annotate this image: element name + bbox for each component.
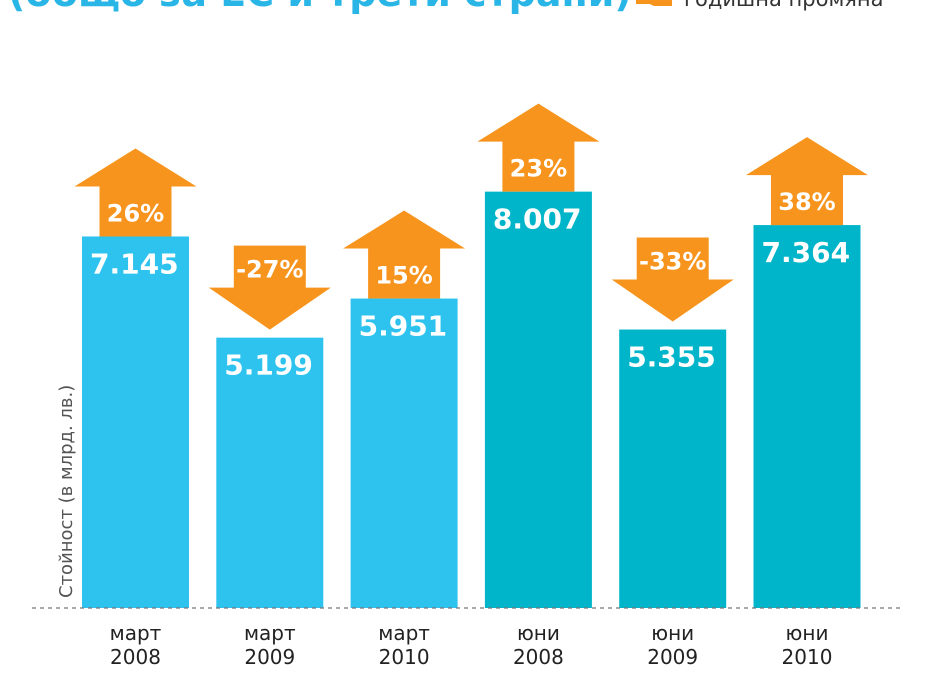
category-label-month-5: юни — [786, 621, 829, 645]
bar-3 — [484, 191, 592, 609]
value-label-3: 8.007 — [493, 203, 582, 236]
value-label-2: 5.951 — [359, 310, 448, 343]
change-label-0: 26% — [107, 199, 164, 227]
category-label-year-3: 2008 — [513, 645, 564, 669]
bar-2 — [350, 298, 458, 608]
bar-5 — [753, 225, 861, 608]
legend-label: годишна промяна — [684, 0, 884, 11]
category-label-year-4: 2009 — [647, 645, 698, 669]
category-label-month-3: юни — [517, 621, 560, 645]
category-label-year-2: 2010 — [379, 645, 430, 669]
value-label-5: 7.364 — [762, 236, 851, 269]
down-arrow-icon-1 — [208, 245, 331, 330]
chart-title: (общо за ЕС и трети страни) — [8, 0, 632, 15]
legend: годишна промяна — [636, 0, 884, 11]
value-label-4: 5.355 — [627, 341, 716, 374]
down-arrow-icon-4 — [611, 237, 734, 322]
category-label-year-1: 2009 — [244, 645, 295, 669]
legend-arrow-swatch — [636, 0, 672, 4]
up-arrow-icon-5 — [746, 137, 868, 226]
category-label-month-4: юни — [651, 621, 694, 645]
bar-0 — [82, 236, 189, 608]
category-label-month-0: март — [110, 621, 162, 645]
category-label-year-0: 2008 — [110, 645, 161, 669]
change-label-4: -33% — [639, 248, 706, 276]
change-label-2: 15% — [375, 262, 432, 290]
y-axis-label: Стойност (в млрд. лв.) — [56, 385, 77, 598]
value-label-0: 7.145 — [90, 247, 179, 280]
chart-marks: 7.14526%март20085.199-27%март20095.95115… — [74, 103, 868, 669]
change-label-1: -27% — [236, 256, 303, 284]
value-label-1: 5.199 — [224, 349, 313, 382]
category-label-month-2: март — [378, 621, 430, 645]
up-arrow-icon-0 — [74, 148, 197, 237]
up-arrow-icon-2 — [343, 210, 466, 299]
change-label-5: 38% — [778, 188, 835, 216]
category-label-month-1: март — [244, 621, 296, 645]
change-label-3: 23% — [510, 155, 567, 183]
bar-4 — [619, 329, 727, 608]
bar-1 — [216, 337, 324, 608]
category-label-year-5: 2010 — [782, 645, 833, 669]
up-arrow-icon-3 — [477, 103, 600, 192]
